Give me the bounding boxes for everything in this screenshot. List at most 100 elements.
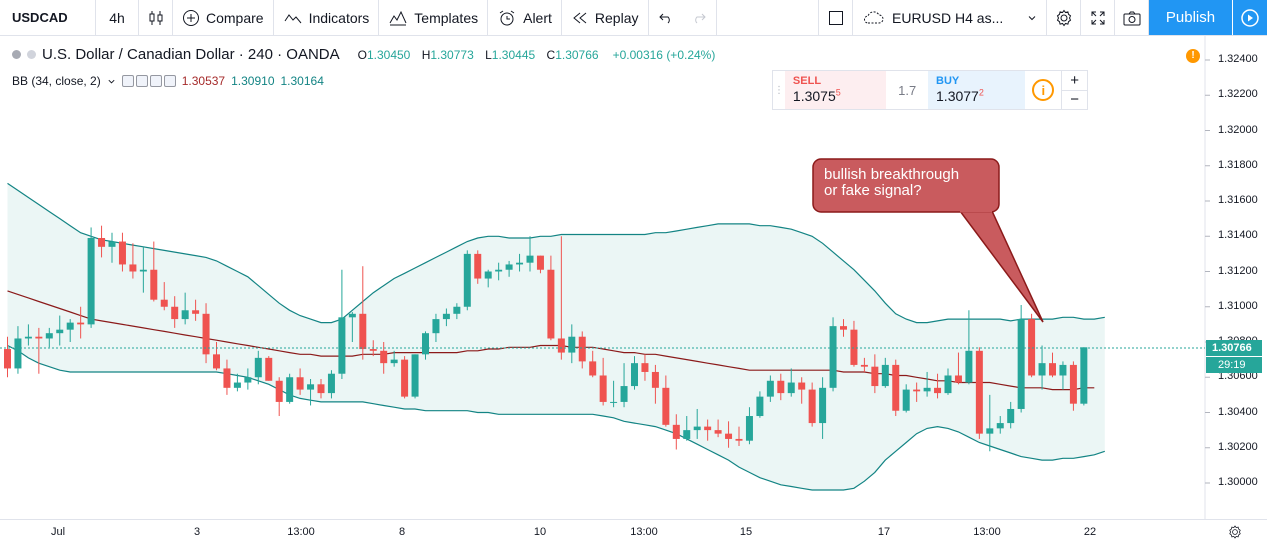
undo-icon bbox=[658, 13, 670, 23]
series-dot-icon bbox=[27, 50, 36, 59]
candle-body bbox=[526, 255, 534, 263]
candle-body bbox=[965, 350, 973, 383]
close-icon[interactable] bbox=[149, 75, 162, 87]
alert-button[interactable]: Alert bbox=[488, 0, 562, 35]
series-title[interactable]: U.S. Dollar / Canadian Dollar · 240 · OA… bbox=[42, 46, 340, 63]
candle-body bbox=[171, 306, 179, 320]
layout-name: EURUSD H4 as... bbox=[892, 9, 1004, 26]
undo-button[interactable] bbox=[649, 0, 683, 35]
candle-body bbox=[996, 423, 1004, 429]
publish-menu-button[interactable] bbox=[1233, 0, 1267, 35]
candle-body bbox=[1007, 408, 1015, 424]
axis-settings-button[interactable] bbox=[1222, 522, 1248, 542]
settings-icon[interactable] bbox=[135, 75, 148, 87]
candle-body bbox=[777, 380, 785, 394]
templates-button[interactable]: Templates bbox=[379, 0, 489, 35]
redo-button[interactable] bbox=[683, 0, 717, 35]
candle-body bbox=[850, 329, 858, 365]
candle-body bbox=[286, 377, 294, 402]
candle-body bbox=[24, 336, 32, 339]
sell-price-pip: 5 bbox=[835, 87, 841, 97]
redo-icon bbox=[695, 13, 706, 23]
replay-icon bbox=[573, 12, 587, 23]
symbol-search-button[interactable]: USDCAD bbox=[0, 0, 96, 35]
candle-body bbox=[902, 389, 910, 411]
replay-button[interactable]: Replay bbox=[562, 0, 649, 35]
candle-body bbox=[77, 322, 85, 325]
buy-button[interactable]: BUY 1.30772 bbox=[928, 71, 1026, 109]
more-icon[interactable] bbox=[163, 75, 176, 87]
warning-icon[interactable]: ! bbox=[1186, 49, 1200, 63]
candle-body bbox=[578, 336, 586, 362]
compare-label: Compare bbox=[206, 9, 264, 26]
candle-body bbox=[45, 333, 53, 339]
publish-button[interactable]: Publish bbox=[1149, 0, 1233, 35]
info-button[interactable]: i bbox=[1025, 71, 1061, 109]
chart-type-button[interactable] bbox=[139, 0, 173, 35]
sell-label: SELL bbox=[792, 75, 822, 87]
candle-body bbox=[453, 306, 461, 314]
time-axis[interactable]: Jul 3 13:00 8 10 13:00 15 17 13:00 22 bbox=[0, 519, 1267, 545]
candle-body bbox=[213, 354, 220, 369]
indicator-name[interactable]: BB (34, close, 2) bbox=[12, 74, 101, 88]
callout-text[interactable]: bullish breakthrough or fake signal? bbox=[824, 166, 960, 199]
settings-icon bbox=[1056, 9, 1071, 26]
eye-icon[interactable] bbox=[121, 75, 134, 87]
candle-body bbox=[139, 269, 147, 272]
candle-body bbox=[359, 313, 367, 350]
candle-body bbox=[631, 363, 638, 387]
candle-body bbox=[881, 364, 889, 387]
candle-body bbox=[892, 364, 900, 411]
candle-body bbox=[1059, 364, 1067, 376]
sell-button[interactable]: SELL 1.30755 bbox=[784, 71, 887, 109]
indicators-button[interactable]: Indicators bbox=[274, 0, 380, 35]
candle-body bbox=[463, 253, 471, 307]
candle-body bbox=[975, 350, 983, 434]
candle-body bbox=[442, 313, 450, 320]
price-tick-label: 1.31200 bbox=[1218, 264, 1258, 277]
chart-settings-button[interactable] bbox=[1047, 0, 1081, 35]
candle-body bbox=[296, 377, 304, 390]
fullscreen-icon bbox=[828, 10, 843, 25]
buy-sell-panel: ⋮ SELL 1.30755 1.7 BUY 1.30772 i + − bbox=[772, 70, 1088, 110]
candle-body bbox=[275, 380, 283, 402]
snapshot-button[interactable] bbox=[1115, 0, 1149, 35]
alarm-clock-icon bbox=[499, 10, 515, 25]
layout-selector[interactable]: EURUSD H4 as... bbox=[853, 0, 1047, 35]
candles-icon bbox=[149, 10, 162, 25]
spread-value: 1.7 bbox=[898, 82, 917, 98]
price-tick-label: 1.32000 bbox=[1218, 123, 1258, 136]
drag-handle-icon[interactable]: ⋮ bbox=[773, 84, 784, 96]
fullscreen-button[interactable] bbox=[819, 0, 853, 35]
close-value: 1.30766 bbox=[555, 47, 599, 62]
candle-body bbox=[787, 382, 795, 394]
cloud-icon bbox=[864, 10, 884, 23]
candle-body bbox=[829, 326, 837, 388]
expand-button[interactable] bbox=[1081, 0, 1115, 35]
candle-body bbox=[484, 271, 492, 279]
compare-button[interactable]: Compare bbox=[173, 0, 274, 35]
candle-body bbox=[202, 313, 210, 355]
candle-body bbox=[651, 371, 659, 388]
minus-button[interactable]: − bbox=[1062, 89, 1088, 110]
price-tick-label: 1.30600 bbox=[1218, 370, 1258, 383]
candle-body bbox=[327, 373, 335, 394]
toolbar-spacer bbox=[717, 0, 819, 35]
indicator-legend: BB (34, close, 2) 1.30537 1.30910 1.3016… bbox=[12, 74, 324, 88]
annotation-callout[interactable] bbox=[812, 158, 1044, 323]
candle-body bbox=[108, 241, 116, 247]
price-tick-label: 1.30000 bbox=[1218, 476, 1258, 488]
candle-body bbox=[495, 269, 503, 272]
candle-body bbox=[150, 269, 158, 300]
candle-body bbox=[860, 364, 868, 367]
low-value: 1.30445 bbox=[491, 47, 536, 62]
candle-body bbox=[704, 426, 712, 431]
price-chart[interactable] bbox=[0, 36, 1267, 519]
settings-icon bbox=[1229, 525, 1241, 539]
last-price-label: 1.30766 bbox=[1206, 340, 1262, 356]
interval-button[interactable]: 4h bbox=[96, 0, 139, 35]
price-tick-label: 1.32400 bbox=[1218, 53, 1258, 65]
buy-price-main: 1.3077 bbox=[936, 87, 979, 104]
chevron-down-icon[interactable] bbox=[107, 77, 116, 86]
plus-button[interactable]: + bbox=[1070, 71, 1079, 89]
